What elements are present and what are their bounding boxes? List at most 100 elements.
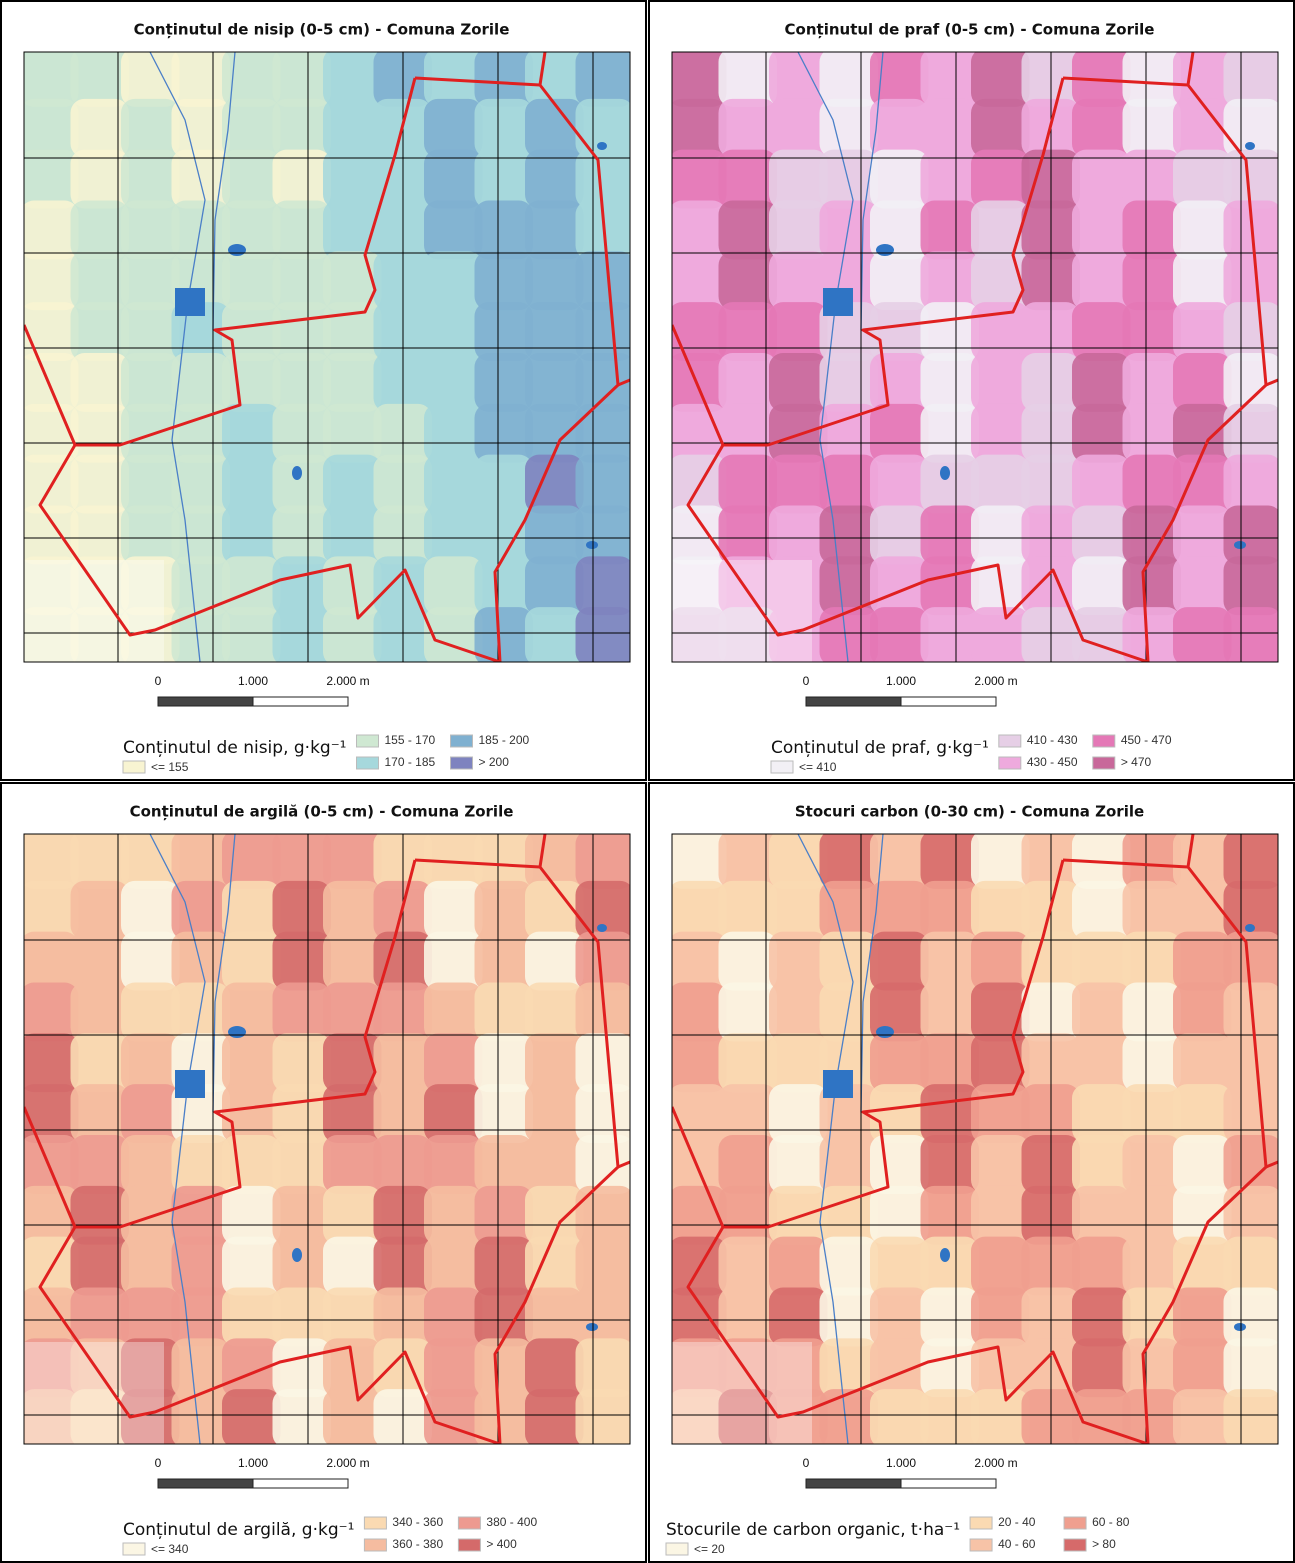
class-patch: [870, 1338, 929, 1398]
class-patch: [525, 302, 584, 361]
scale-label: 1.000: [886, 1456, 916, 1470]
commune-boundary: [24, 1106, 77, 1228]
class-patch: [323, 1084, 382, 1143]
commune-boundary: [672, 1106, 725, 1228]
legend-label: 360 - 380: [392, 1537, 443, 1551]
legend-label: 430 - 450: [1027, 755, 1078, 769]
class-patch: [474, 1236, 533, 1296]
class-patch: [920, 1236, 979, 1296]
class-patch: [672, 1084, 727, 1143]
class-patch: [525, 1033, 584, 1093]
map-title: Conținutul de praf (0-5 cm) - Comuna Zor…: [785, 21, 1155, 39]
class-patch: [1072, 353, 1131, 412]
class-patch: [70, 1185, 129, 1245]
class-patch: [424, 200, 483, 260]
class-patch: [1122, 251, 1181, 311]
scale-label: 1.000: [886, 674, 916, 688]
class-patch: [769, 251, 828, 311]
class-patch: [718, 251, 777, 311]
class-patch: [971, 1236, 1030, 1296]
class-patch: [424, 1135, 483, 1194]
lake: [823, 1070, 853, 1098]
class-patch: [70, 607, 129, 662]
class-patch: [672, 454, 727, 514]
class-patch: [323, 607, 382, 662]
class-patch: [672, 505, 727, 565]
map-title: Conținutul de nisip (0-5 cm) - Comuna Zo…: [134, 21, 510, 39]
class-patch: [222, 1135, 281, 1194]
class-patch: [1223, 98, 1278, 158]
class-patch: [474, 1135, 533, 1194]
class-patch: [920, 880, 979, 940]
scale-bar-segment: [805, 1478, 902, 1489]
class-patch: [474, 505, 533, 565]
lake: [876, 1026, 894, 1038]
lake: [228, 244, 246, 256]
class-patch: [1223, 834, 1278, 889]
class-patch: [323, 880, 382, 940]
class-patch: [870, 1084, 929, 1143]
class-patch: [24, 1033, 79, 1093]
class-patch: [920, 1185, 979, 1245]
class-patch: [575, 556, 630, 616]
class-patch: [1223, 1287, 1278, 1347]
class-patch: [171, 834, 230, 889]
class-patch: [718, 607, 777, 662]
class-patch: [1072, 931, 1131, 991]
class-patch: [1173, 200, 1232, 260]
class-patch: [474, 353, 533, 412]
class-patch: [323, 1185, 382, 1245]
class-patch: [1173, 1338, 1232, 1398]
class-patch: [920, 505, 979, 565]
class-patch: [870, 454, 929, 514]
class-patch: [1223, 880, 1278, 940]
class-patch: [121, 251, 180, 311]
class-patch: [769, 505, 828, 565]
class-patch: [718, 880, 777, 940]
class-patch: [171, 1338, 230, 1398]
river: [860, 834, 884, 1113]
class-patch: [272, 1338, 331, 1398]
lake: [292, 466, 302, 480]
class-patch: [1173, 353, 1232, 412]
class-patch: [971, 302, 1030, 361]
class-patch: [222, 556, 281, 616]
class-patch: [24, 353, 79, 412]
class-patch: [672, 607, 727, 662]
class-patch: [525, 1338, 584, 1398]
class-patch: [171, 505, 230, 565]
class-patch: [474, 931, 533, 991]
class-patch: [769, 403, 828, 463]
class-patch: [718, 982, 777, 1042]
class-patch: [1173, 98, 1232, 158]
legend-swatch: [1092, 756, 1116, 770]
lake: [175, 1070, 205, 1098]
class-patch: [672, 982, 727, 1042]
class-patch: [769, 149, 828, 209]
class-patch: [1223, 505, 1278, 565]
legend-swatch: [450, 734, 473, 748]
class-patch: [575, 880, 630, 940]
class-patch: [24, 200, 79, 260]
class-patch: [525, 931, 584, 991]
class-patch: [70, 251, 129, 311]
map-title: Stocuri carbon (0-30 cm) - Comuna Zorile: [795, 803, 1144, 821]
scale-bar-segment: [252, 1478, 349, 1489]
class-patch: [272, 982, 331, 1042]
class-patch: [672, 834, 727, 889]
class-patch: [474, 1185, 533, 1245]
class-patch: [24, 505, 79, 565]
class-patch: [272, 1033, 331, 1093]
class-patch: [222, 607, 281, 662]
class-patch: [870, 931, 929, 991]
class-patch: [171, 353, 230, 412]
class-patch: [171, 1135, 230, 1194]
class-patch: [920, 556, 979, 616]
class-patch: [525, 1236, 584, 1296]
commune-boundary: [672, 324, 725, 446]
lake: [597, 142, 607, 150]
class-patch: [920, 1033, 979, 1093]
class-patch: [1223, 607, 1278, 662]
class-patch: [718, 1389, 777, 1444]
legend-label: > 200: [479, 755, 510, 769]
